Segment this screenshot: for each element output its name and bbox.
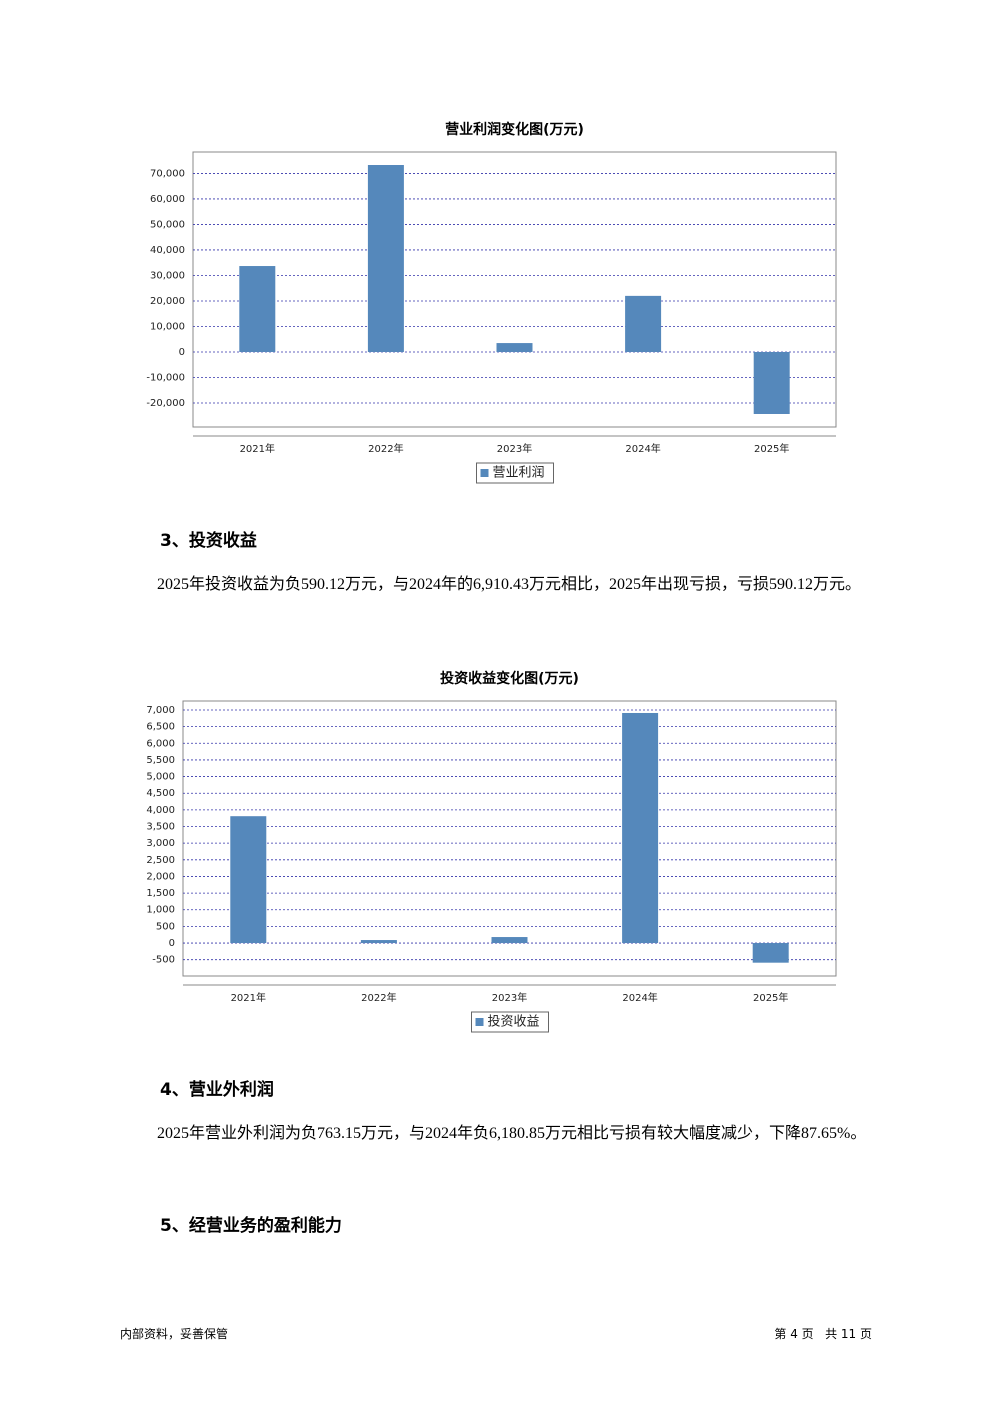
bar — [625, 295, 662, 352]
footer-left: 内部资料，妥善保管 — [120, 1327, 229, 1341]
y-tick-label: 0 — [169, 938, 175, 949]
y-tick-label: 3,000 — [146, 838, 175, 849]
x-tick-label: 2023年 — [492, 991, 527, 1004]
plot-area — [192, 151, 837, 428]
bar — [491, 937, 528, 944]
y-tick-label: 6,500 — [146, 722, 175, 733]
bar — [496, 343, 533, 352]
legend-swatch — [480, 469, 489, 477]
x-tick-label: 2025年 — [754, 442, 789, 455]
x-tick-label: 2021年 — [231, 991, 266, 1004]
y-tick-label: 50,000 — [150, 219, 185, 230]
section-heading: 3、投资收益 — [160, 531, 257, 551]
section-heading: 4、营业外利润 — [160, 1080, 274, 1100]
y-tick-label: 1,500 — [146, 888, 175, 899]
y-tick-label: 6,000 — [146, 738, 175, 749]
plot-area — [182, 700, 837, 977]
y-tick-label: 40,000 — [150, 245, 185, 256]
legend-box — [471, 1011, 549, 1033]
paragraph: 2025年投资收益为负590.12万元，与2024年的6,910.43万元相比，… — [157, 576, 862, 593]
legend-label: 投资收益 — [488, 1014, 540, 1030]
bar — [752, 943, 789, 963]
x-tick-label: 2021年 — [240, 442, 275, 455]
x-tick-label: 2025年 — [753, 991, 788, 1004]
x-tick-label: 2024年 — [625, 442, 660, 455]
legend-label: 营业利润 — [493, 466, 545, 481]
y-tick-label: 60,000 — [150, 194, 185, 205]
y-tick-label: 0 — [179, 347, 185, 358]
footer-right: 第 4 页 共 11 页 — [774, 1327, 872, 1341]
bar — [367, 165, 404, 352]
x-tick-label: 2022年 — [361, 991, 396, 1004]
bar — [753, 352, 790, 414]
y-tick-label: 7,000 — [146, 705, 175, 716]
bar — [622, 712, 659, 944]
y-tick-label: 5,500 — [146, 755, 175, 766]
section-heading: 5、经营业务的盈利能力 — [160, 1216, 342, 1236]
y-tick-label: 5,000 — [146, 772, 175, 783]
y-tick-label: 1,000 — [146, 905, 175, 916]
y-tick-label: 30,000 — [150, 270, 185, 281]
x-tick-label: 2023年 — [497, 442, 532, 455]
y-tick-label: 10,000 — [150, 321, 185, 332]
bar — [230, 816, 267, 944]
chart-title: 营业利润变化图(万元) — [445, 121, 584, 138]
y-tick-label: -500 — [152, 955, 175, 966]
bar — [360, 940, 397, 944]
y-tick-label: 500 — [156, 921, 175, 932]
y-tick-label: 2,000 — [146, 871, 175, 882]
y-tick-label: 70,000 — [150, 168, 185, 179]
y-tick-label: 2,500 — [146, 855, 175, 866]
y-tick-label: 4,000 — [146, 805, 175, 816]
legend-box — [476, 462, 554, 484]
x-tick-label: 2022年 — [368, 442, 403, 455]
y-tick-label: 4,500 — [146, 788, 175, 799]
paragraph: 2025年营业外利润为负763.15万元，与2024年负6,180.85万元相比… — [157, 1125, 867, 1142]
y-tick-label: 3,500 — [146, 822, 175, 833]
x-tick-label: 2024年 — [622, 991, 657, 1004]
y-tick-label: -10,000 — [146, 373, 185, 384]
y-tick-label: -20,000 — [146, 398, 185, 409]
y-tick-label: 20,000 — [150, 296, 185, 307]
bar — [239, 266, 276, 352]
legend-swatch — [475, 1018, 484, 1026]
chart-title: 投资收益变化图(万元) — [440, 670, 579, 687]
